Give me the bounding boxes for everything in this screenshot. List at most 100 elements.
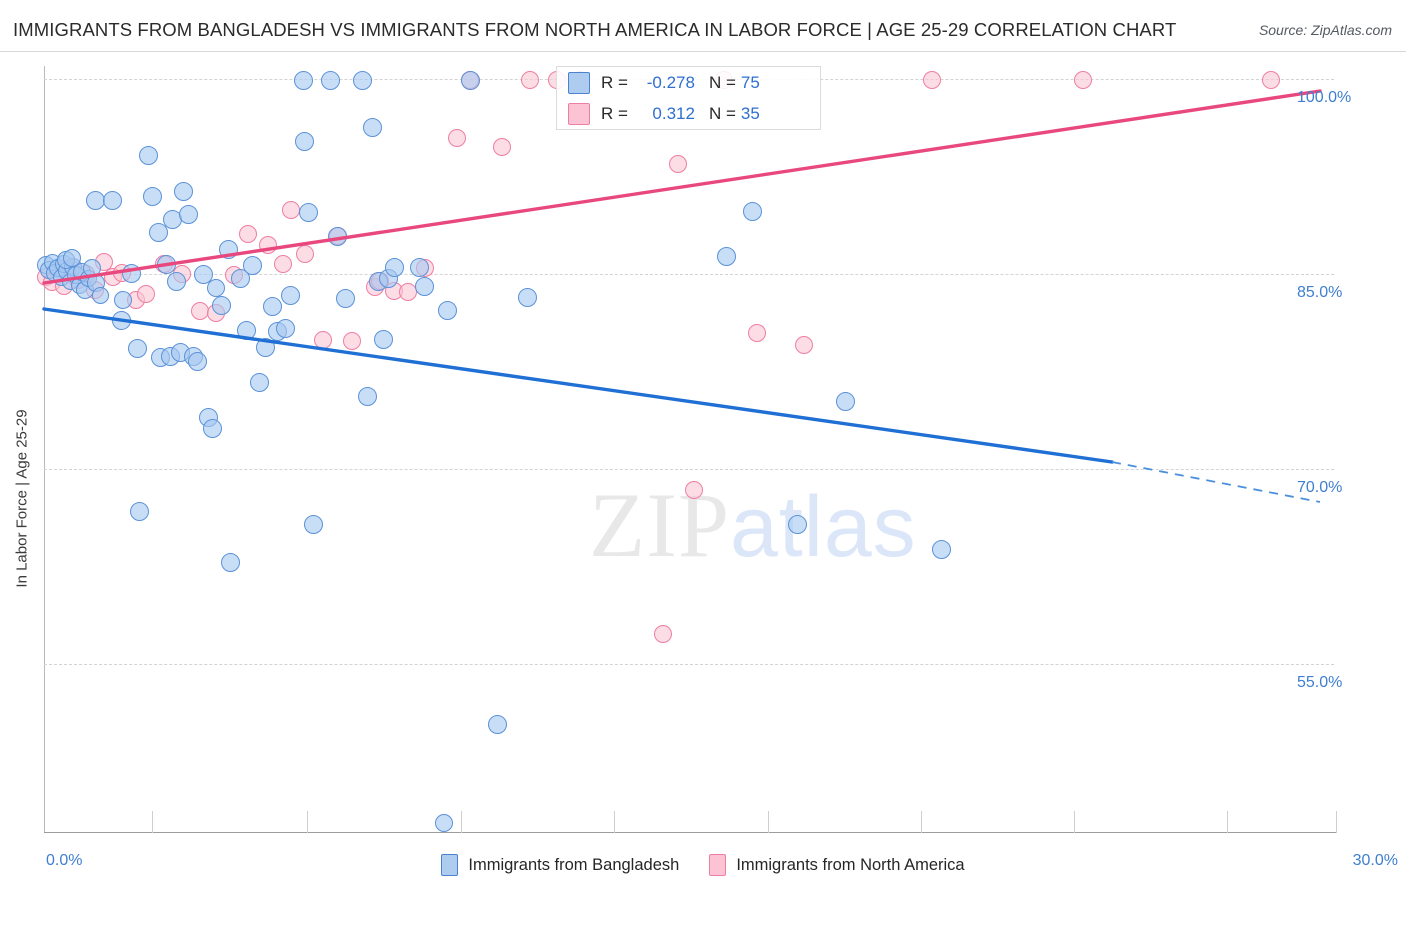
blue-n-label: N = (708, 73, 736, 92)
pink-r-value: 0.312 (652, 104, 695, 123)
data-point-north-america-43 (923, 71, 941, 89)
source-label: Source: ZipAtlas.com (1258, 22, 1392, 38)
blue-r-value: -0.278 (646, 73, 695, 92)
legend-blue-swatch-icon (441, 854, 459, 876)
zipatlas-watermark: ZIPatlas (589, 472, 917, 578)
legend-pink-swatch-icon (709, 854, 727, 876)
data-point-bangladesh-31 (156, 254, 176, 274)
watermark-zip: ZIP (589, 474, 730, 576)
blue-series-swatch-icon (568, 72, 590, 94)
data-point-north-america-19 (259, 236, 277, 254)
blue-trendline (42, 307, 1114, 464)
data-point-bangladesh-23 (114, 291, 132, 309)
data-point-bangladesh-25 (127, 338, 147, 358)
y-tick-label-0: 100.0% (1297, 89, 1352, 106)
legend-item-bangladesh[interactable]: Immigrants from Bangladesh (441, 854, 679, 876)
data-point-bangladesh-36 (173, 181, 193, 201)
data-point-bangladesh-74 (487, 714, 507, 734)
page-title: IMMIGRANTS FROM BANGLADESH VS IMMIGRANTS… (13, 19, 1177, 40)
blue-trendline-dashed (1111, 461, 1321, 503)
data-point-bangladesh-54 (275, 318, 295, 338)
x-axis-line (44, 832, 1336, 833)
data-point-bangladesh-48 (236, 320, 256, 340)
data-point-bangladesh-81 (931, 539, 951, 559)
data-point-bangladesh-19 (63, 249, 81, 267)
data-point-bangladesh-76 (517, 287, 537, 307)
pink-n-label: N = (708, 104, 736, 123)
gridline-3 (44, 664, 1334, 665)
data-point-bangladesh-50 (249, 372, 269, 392)
data-point-bangladesh-44 (211, 295, 231, 315)
data-point-north-america-25 (343, 332, 361, 350)
data-point-bangladesh-71 (414, 276, 434, 296)
data-point-north-america-37 (654, 625, 672, 643)
x-tick-5 (921, 811, 922, 833)
x-axis-min-label: 0.0% (46, 852, 83, 869)
data-point-bangladesh-63 (352, 70, 372, 90)
x-tick-7 (1227, 811, 1228, 833)
data-point-bangladesh-45 (218, 239, 238, 259)
data-point-bangladesh-64 (362, 117, 382, 137)
data-point-bangladesh-24 (121, 263, 141, 283)
stats-row-bangladesh: R = -0.278 N = 75 (557, 67, 822, 99)
data-point-north-america-45 (1262, 71, 1280, 89)
blue-r-label: R = (601, 73, 628, 92)
plot-area: ZIPatlas In Labor Force | Age 25-29 (14, 66, 1337, 833)
x-axis-max-label: 30.0% (1352, 852, 1398, 869)
data-point-bangladesh-51 (255, 337, 275, 357)
x-tick-4 (768, 811, 769, 833)
correlation-stats-box: R = -0.278 N = 75 R = 0.312 N = 35 (556, 66, 821, 130)
x-tick-1 (307, 811, 308, 833)
pink-series-swatch-icon (568, 103, 590, 125)
data-point-bangladesh-72 (437, 300, 457, 320)
data-point-bangladesh-26 (129, 501, 149, 521)
watermark-atlas: atlas (730, 479, 917, 575)
x-tick-0 (152, 811, 153, 833)
data-point-north-america-18 (239, 225, 257, 243)
y-tick-label-1: 85.0% (1297, 284, 1343, 301)
data-point-bangladesh-37 (178, 204, 198, 224)
y-tick-label-2: 70.0% (1297, 479, 1343, 496)
gridline-2 (44, 469, 1334, 470)
data-point-north-america-22 (296, 245, 314, 263)
data-point-north-america-39 (685, 481, 703, 499)
trend-lines (42, 89, 1322, 503)
x-tick-3 (614, 811, 615, 833)
data-point-bangladesh-67 (373, 329, 393, 349)
legend-item-north-america[interactable]: Immigrants from North America (709, 854, 965, 876)
legend-blue-label: Immigrants from Bangladesh (468, 855, 680, 874)
data-point-bangladesh-34 (166, 271, 186, 291)
data-point-bangladesh-80 (835, 391, 855, 411)
series-legend: Immigrants from Bangladesh Immigrants fr… (0, 848, 1406, 882)
data-point-bangladesh-27 (138, 145, 158, 165)
data-point-bangladesh-46 (220, 552, 240, 572)
data-point-bangladesh-56 (293, 70, 313, 90)
data-point-bangladesh-62 (335, 288, 355, 308)
data-point-bangladesh-55 (280, 285, 300, 305)
data-point-north-america-34 (521, 71, 539, 89)
data-point-north-america-31 (448, 129, 466, 147)
data-point-bangladesh-58 (298, 202, 318, 222)
data-point-bangladesh-60 (320, 70, 340, 90)
data-point-bangladesh-52 (262, 296, 282, 316)
data-point-bangladesh-20 (85, 190, 105, 210)
pink-n-value: 35 (740, 104, 760, 123)
data-point-bangladesh-69 (384, 257, 404, 277)
data-point-north-america-38 (669, 155, 687, 173)
x-tick-6 (1074, 811, 1075, 833)
x-tick-2 (461, 811, 462, 833)
data-point-bangladesh-77 (716, 246, 736, 266)
data-point-north-america-33 (493, 138, 511, 156)
data-point-bangladesh-65 (357, 386, 377, 406)
data-point-bangladesh-75 (435, 814, 453, 832)
data-point-north-america-23 (314, 331, 332, 349)
data-point-north-america-20 (274, 255, 292, 273)
data-point-bangladesh-21 (102, 190, 122, 210)
data-point-north-america-12 (137, 285, 155, 303)
data-point-north-america-44 (1074, 71, 1092, 89)
data-point-bangladesh-73 (460, 70, 480, 90)
stats-row-north-america: R = 0.312 N = 35 (557, 98, 822, 130)
data-point-bangladesh-22 (111, 310, 131, 330)
y-axis-label: In Labor Force | Age 25-29 (13, 409, 31, 588)
chart-header: IMMIGRANTS FROM BANGLADESH VS IMMIGRANTS… (0, 0, 1406, 52)
